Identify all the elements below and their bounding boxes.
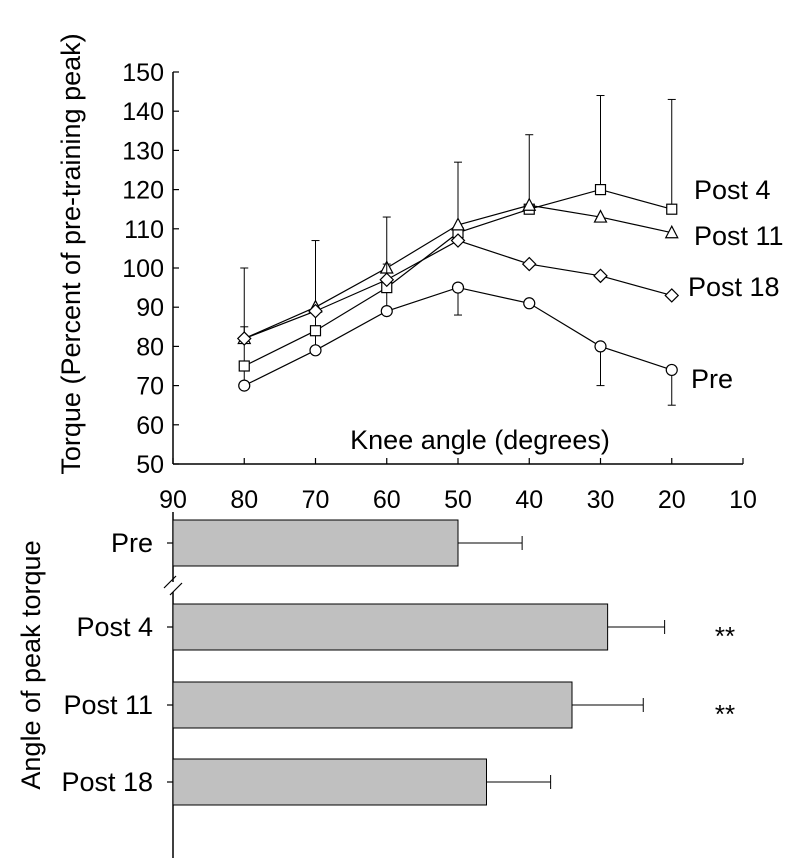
axis-break-mark bbox=[163, 575, 177, 589]
line-chart: Torque (Percent of pre-training peak) Kn… bbox=[56, 33, 784, 514]
data-point bbox=[594, 184, 607, 196]
data-point bbox=[309, 344, 322, 357]
significance-marker: ** bbox=[715, 621, 735, 651]
y-tick-label: 120 bbox=[122, 177, 164, 205]
data-point bbox=[379, 272, 395, 288]
y-tick-label: 130 bbox=[122, 137, 164, 165]
data-point bbox=[523, 297, 536, 310]
series-labels: Pre Post 4 Post 11 Post 18 bbox=[688, 175, 784, 394]
data-point bbox=[593, 209, 608, 223]
y-tick-label: 80 bbox=[136, 333, 164, 361]
y-tick-label: 70 bbox=[136, 373, 164, 401]
x-tick-label: 90 bbox=[159, 486, 187, 514]
x-tick-label: 10 bbox=[729, 486, 757, 514]
x-tick-label: 30 bbox=[587, 486, 615, 514]
x-tick-label: 80 bbox=[230, 486, 258, 514]
bar-y-axis-title: Angle of peak torque bbox=[16, 540, 46, 789]
line-series bbox=[236, 95, 680, 406]
bar bbox=[172, 603, 609, 651]
axis-break-mark bbox=[169, 582, 183, 596]
bar-row: Post 11 ** bbox=[63, 681, 735, 729]
y-tick-label: 60 bbox=[136, 412, 164, 440]
x-tick-label: 50 bbox=[444, 486, 472, 514]
bar bbox=[172, 681, 573, 729]
bar-row: Post 18 bbox=[61, 758, 552, 806]
y-tick-label: 140 bbox=[122, 98, 164, 126]
x-tick-label: 20 bbox=[658, 486, 686, 514]
series-post-18 bbox=[236, 216, 680, 346]
data-point bbox=[236, 331, 252, 346]
data-point bbox=[309, 325, 322, 337]
data-point bbox=[593, 268, 608, 284]
data-point bbox=[450, 233, 466, 248]
series-label: Post 4 bbox=[694, 175, 771, 205]
series-pre bbox=[238, 240, 678, 406]
bar bbox=[172, 758, 487, 806]
data-point bbox=[594, 340, 607, 353]
data-point bbox=[666, 203, 678, 215]
bar bbox=[172, 519, 459, 567]
series-label: Post 18 bbox=[688, 272, 780, 302]
bar-chart: Angle of peak torque Pre Post 4 ** Post 11 *… bbox=[16, 512, 735, 858]
data-point bbox=[238, 379, 251, 392]
x-axis-title: Knee angle (degrees) bbox=[350, 425, 610, 455]
significance-marker: ** bbox=[715, 699, 735, 729]
data-point bbox=[521, 256, 537, 272]
y-tick-label: 150 bbox=[122, 59, 164, 87]
data-point bbox=[665, 363, 678, 377]
category-label: Post 11 bbox=[63, 690, 153, 720]
series-label: Post 11 bbox=[694, 221, 784, 251]
line-axes: 50 60 70 80 90 100 110 120 130 140 150 90 80 70 60 50 40… bbox=[122, 59, 757, 514]
bars: Pre Post 4 ** Post 11 ** Post 18 bbox=[61, 519, 735, 806]
x-tick-label: 60 bbox=[373, 486, 401, 514]
category-label: Pre bbox=[111, 528, 153, 558]
x-tick-label: 70 bbox=[302, 486, 330, 514]
data-point bbox=[664, 288, 680, 303]
data-point bbox=[664, 224, 679, 239]
bar-row: Post 4 ** bbox=[76, 603, 735, 651]
data-point bbox=[451, 217, 465, 231]
category-label: Post 18 bbox=[61, 767, 153, 797]
data-point bbox=[380, 305, 393, 318]
y-axis-title: Torque (Percent of pre-training peak) bbox=[56, 33, 86, 474]
x-tick-label: 40 bbox=[515, 486, 543, 514]
bar-row: Pre bbox=[111, 519, 523, 567]
y-tick-label: 110 bbox=[124, 216, 164, 244]
data-point bbox=[238, 360, 250, 372]
data-point bbox=[522, 197, 537, 211]
data-point bbox=[451, 281, 465, 294]
y-tick-label: 100 bbox=[122, 255, 164, 283]
data-point bbox=[308, 303, 323, 319]
y-tick-label: 90 bbox=[136, 294, 164, 322]
y-tick-label: 50 bbox=[136, 451, 164, 479]
series-label: Pre bbox=[691, 364, 733, 394]
category-label: Post 4 bbox=[76, 612, 153, 642]
